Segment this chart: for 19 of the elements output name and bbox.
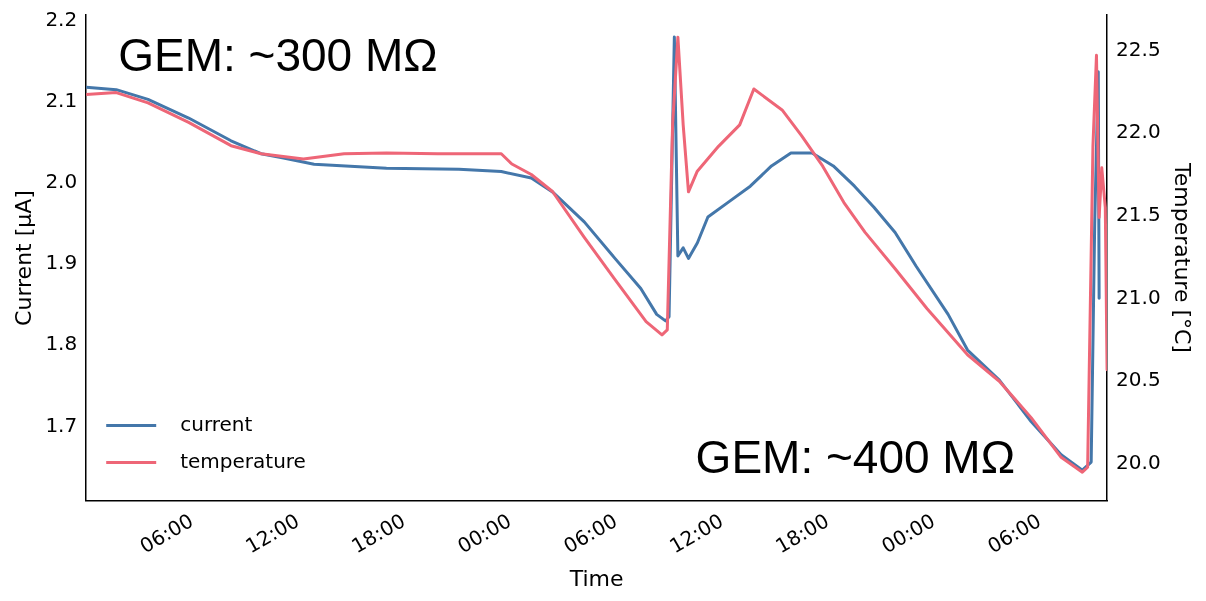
y-tick-label: 1.7: [45, 412, 78, 437]
y2-tick-label: 21.0: [1116, 284, 1161, 309]
legend-label: current: [180, 411, 253, 436]
y-axis-title: Current [µA]: [10, 190, 36, 326]
y-tick-label: 1.9: [45, 250, 78, 275]
y2-tick-label: 22.0: [1116, 119, 1161, 144]
x-axis-title: Time: [568, 565, 624, 591]
annotation: GEM: ~300 MΩ: [118, 28, 438, 81]
y-tick-label: 2.0: [45, 169, 78, 194]
y2-axis-title: Temperature [°C]: [1170, 162, 1196, 353]
y2-tick-label: 20.5: [1116, 367, 1161, 392]
y2-tick-label: 21.5: [1116, 202, 1161, 227]
y2-tick-label: 22.5: [1116, 36, 1161, 61]
y-tick-label: 1.8: [45, 331, 78, 356]
annotation: GEM: ~400 MΩ: [695, 430, 1016, 483]
y2-tick-label: 20.0: [1116, 450, 1161, 475]
legend-label: temperature: [180, 448, 306, 473]
y-tick-label: 2.1: [45, 88, 78, 113]
y-tick-label: 2.2: [45, 6, 78, 31]
